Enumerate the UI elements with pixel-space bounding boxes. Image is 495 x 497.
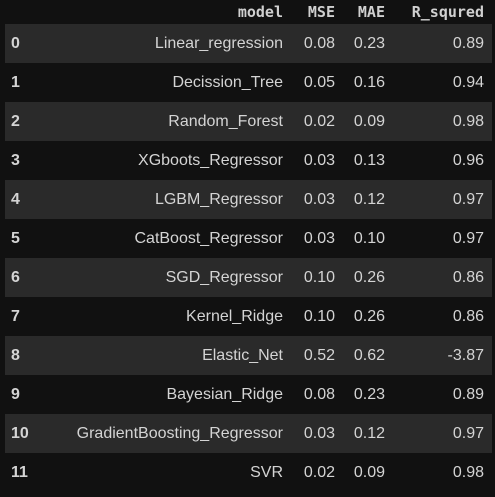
row-index: 3: [11, 151, 20, 169]
cell-mae: 0.13: [353, 151, 385, 169]
cell-model: GradientBoosting_Regressor: [76, 424, 283, 442]
table-row: 10 GradientBoosting_Regressor 0.03 0.12 0.97: [5, 414, 492, 453]
cell-model: LGBM_Regressor: [154, 190, 283, 208]
cell-r-squared: 0.98: [452, 112, 484, 130]
cell-r-squared: 0.97: [452, 424, 484, 442]
row-index: 11: [11, 463, 28, 481]
cell-mae: 0.23: [353, 385, 385, 403]
cell-model: Linear_regression: [154, 34, 283, 52]
table-row: 3 XGboots_Regressor 0.03 0.13 0.96: [5, 141, 492, 180]
dataframe-table: model MSE MAE R_squred 0 Linear_regressio…: [5, 0, 492, 492]
cell-mae: 0.62: [353, 346, 385, 364]
column-header-r-squared: R_squred: [411, 3, 484, 21]
row-index: 7: [11, 307, 20, 325]
cell-model: SGD_Regressor: [165, 268, 283, 286]
row-index: 1: [11, 73, 20, 91]
cell-mse: 0.03: [303, 424, 335, 442]
cell-mse: 0.08: [303, 34, 335, 52]
index-header: [5, 0, 42, 24]
cell-model: CatBoost_Regressor: [134, 229, 283, 247]
row-index: 5: [11, 229, 20, 247]
cell-r-squared: 0.89: [452, 385, 484, 403]
cell-model: Decission_Tree: [172, 73, 283, 91]
cell-model: Random_Forest: [168, 112, 283, 130]
table-header: model MSE MAE R_squred: [5, 0, 492, 24]
table-row: 0 Linear_regression 0.08 0.23 0.89: [5, 24, 492, 63]
table-row: 4 LGBM_Regressor 0.03 0.12 0.97: [5, 180, 492, 219]
table-body: 0 Linear_regression 0.08 0.23 0.89 1 Decission…: [5, 24, 492, 492]
table-row: 2 Random_Forest 0.02 0.09 0.98: [5, 102, 492, 141]
cell-r-squared: 0.86: [452, 268, 484, 286]
cell-r-squared: 0.86: [452, 307, 484, 325]
cell-r-squared: 0.98: [452, 463, 484, 481]
cell-mse: 0.02: [303, 463, 335, 481]
cell-mse: 0.10: [303, 268, 335, 286]
row-index: 4: [11, 190, 20, 208]
row-index: 9: [11, 385, 20, 403]
cell-mse: 0.05: [303, 73, 335, 91]
cell-r-squared: 0.96: [452, 151, 484, 169]
column-header-model: model: [237, 3, 283, 21]
row-index: 0: [11, 34, 20, 52]
cell-mae: 0.10: [353, 229, 385, 247]
cell-model: Bayesian_Ridge: [166, 385, 283, 403]
column-header-mse: MSE: [307, 3, 335, 21]
table-row: 1 Decission_Tree 0.05 0.16 0.94: [5, 63, 492, 102]
column-header-mae: MAE: [357, 3, 385, 21]
cell-r-squared: 0.89: [452, 34, 484, 52]
cell-mae: 0.12: [353, 424, 385, 442]
table-row: 6 SGD_Regressor 0.10 0.26 0.86: [5, 258, 492, 297]
cell-mse: 0.10: [303, 307, 335, 325]
table-row: 5 CatBoost_Regressor 0.03 0.10 0.97: [5, 219, 492, 258]
cell-mse: 0.03: [303, 229, 335, 247]
cell-mse: 0.52: [303, 346, 335, 364]
cell-mae: 0.26: [353, 268, 385, 286]
row-index: 6: [11, 268, 20, 286]
row-index: 8: [11, 346, 20, 364]
cell-model: SVR: [250, 463, 283, 481]
table-row: 9 Bayesian_Ridge 0.08 0.23 0.89: [5, 375, 492, 414]
cell-model: XGboots_Regressor: [138, 151, 283, 169]
cell-mae: 0.26: [353, 307, 385, 325]
row-index: 10: [11, 424, 29, 442]
header-row: model MSE MAE R_squred: [5, 0, 492, 24]
cell-r-squared: 0.94: [452, 73, 484, 91]
cell-r-squared: 0.97: [452, 190, 484, 208]
cell-model: Kernel_Ridge: [186, 307, 283, 325]
cell-mse: 0.03: [303, 190, 335, 208]
cell-mae: 0.23: [353, 34, 385, 52]
cell-r-squared: -3.87: [447, 346, 484, 364]
table-row: 8 Elastic_Net 0.52 0.62 -3.87: [5, 336, 492, 375]
table-row: 7 Kernel_Ridge 0.10 0.26 0.86: [5, 297, 492, 336]
cell-mse: 0.03: [303, 151, 335, 169]
cell-model: Elastic_Net: [202, 346, 283, 364]
cell-mse: 0.02: [303, 112, 335, 130]
row-index: 2: [11, 112, 20, 130]
cell-mse: 0.08: [303, 385, 335, 403]
cell-mae: 0.09: [353, 463, 385, 481]
cell-mae: 0.09: [353, 112, 385, 130]
table-row: 11 SVR 0.02 0.09 0.98: [5, 453, 492, 492]
dataframe-output: model MSE MAE R_squred 0 Linear_regressio…: [5, 0, 492, 492]
cell-r-squared: 0.97: [452, 229, 484, 247]
cell-mae: 0.16: [353, 73, 385, 91]
cell-mae: 0.12: [353, 190, 385, 208]
